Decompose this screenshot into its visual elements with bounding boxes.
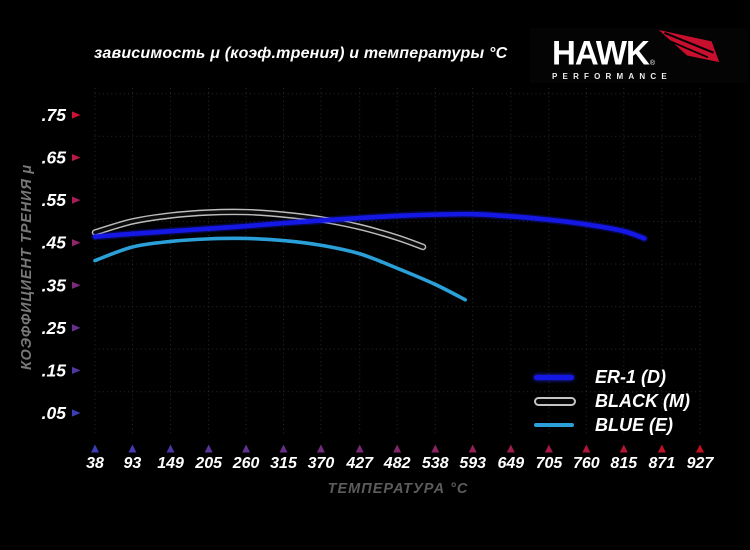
hawk-logo-subtitle: PERFORMANCE (552, 72, 672, 81)
y-tick-label: .75 (42, 105, 67, 125)
x-tick-arrow-icon (696, 444, 704, 453)
x-tick-arrow-icon (242, 444, 251, 453)
y-tick-arrow-icon (72, 324, 81, 332)
y-tick-label: .15 (42, 360, 67, 380)
legend-label-black: BLACK (M) (595, 390, 690, 411)
hawk-wing-icon (658, 30, 720, 68)
x-tick-arrow-icon (657, 444, 666, 453)
legend-label-er1: ER-1 (D) (595, 366, 666, 387)
x-tick-label: 760 (573, 455, 600, 472)
y-tick-label: .45 (42, 233, 67, 253)
x-tick-arrow-icon (91, 444, 99, 453)
x-tick-label: 927 (687, 455, 715, 472)
x-tick-label: 593 (459, 455, 486, 472)
series-black-core (93, 210, 425, 249)
x-tick-arrow-icon (204, 444, 213, 453)
x-tick-arrow-icon (316, 444, 325, 453)
y-tick-arrow-icon (72, 153, 81, 162)
x-tick-label: 38 (86, 455, 104, 472)
hawk-logo: HAWK ® PERFORMANCE (530, 28, 748, 83)
x-tick-label: 427 (345, 455, 374, 472)
x-tick-arrow-icon (506, 444, 515, 453)
chart-title: зависимость μ (коэф.трения) и температур… (94, 45, 508, 62)
legend-label-blue: BLUE (E) (595, 414, 673, 435)
x-tick-arrow-icon (619, 444, 628, 453)
legend-item-black: BLACK (M) (534, 389, 690, 413)
legend-item-blue: BLUE (E) (534, 413, 690, 437)
y-tick-label: .05 (42, 403, 67, 423)
series-er1 (92, 211, 647, 241)
x-tick-arrow-icon (582, 444, 591, 453)
y-tick-arrow-icon (72, 366, 81, 375)
x-tick-label: 149 (157, 455, 184, 472)
x-tick-label: 93 (124, 455, 142, 472)
x-tick-arrow-icon (128, 444, 137, 453)
black-line-swatch-icon (534, 396, 576, 406)
y-tick-arrow-icon (72, 281, 81, 289)
y-tick-arrow-icon (72, 111, 81, 119)
y-tick-arrow-icon (72, 196, 81, 204)
x-tick-arrow-icon (468, 444, 477, 453)
blue-line-swatch-icon (534, 423, 574, 427)
x-tick-label: 370 (308, 455, 335, 472)
x-tick-arrow-icon (355, 444, 364, 453)
x-tick-label: 482 (383, 455, 411, 472)
x-tick-label: 315 (270, 455, 298, 472)
x-tick-arrow-icon (544, 444, 553, 453)
er1-line-swatch-icon (534, 374, 574, 380)
y-tick-label: .55 (42, 190, 67, 210)
y-tick-label: .25 (42, 318, 67, 338)
y-tick-arrow-icon (72, 409, 81, 417)
y-tick-label: .35 (42, 275, 67, 295)
legend-item-er1: ER-1 (D) (534, 365, 690, 389)
x-tick-label: 205 (194, 455, 223, 472)
x-tick-arrow-icon (431, 444, 440, 453)
series-blue (93, 236, 468, 302)
x-tick-label: 649 (497, 455, 524, 472)
x-tick-arrow-icon (166, 444, 175, 453)
x-tick-label: 871 (649, 455, 676, 472)
registered-mark-icon: ® (649, 60, 655, 67)
hawk-logo-row: HAWK ® (552, 30, 720, 72)
x-axis-title: ТЕМПЕРАТУРА °C (327, 481, 469, 497)
hawk-logo-brand: HAWK (552, 33, 650, 72)
x-tick-arrow-icon (393, 444, 402, 453)
y-tick-arrow-icon (72, 239, 81, 247)
x-tick-label: 815 (610, 455, 638, 472)
legend: ER-1 (D) BLACK (M) BLUE (E) (534, 365, 690, 437)
x-tick-label: 260 (232, 455, 260, 472)
x-tick-label: 705 (536, 455, 564, 472)
x-tick-arrow-icon (279, 444, 288, 453)
x-tick-label: 538 (422, 455, 449, 472)
y-tick-label: .65 (42, 148, 67, 168)
